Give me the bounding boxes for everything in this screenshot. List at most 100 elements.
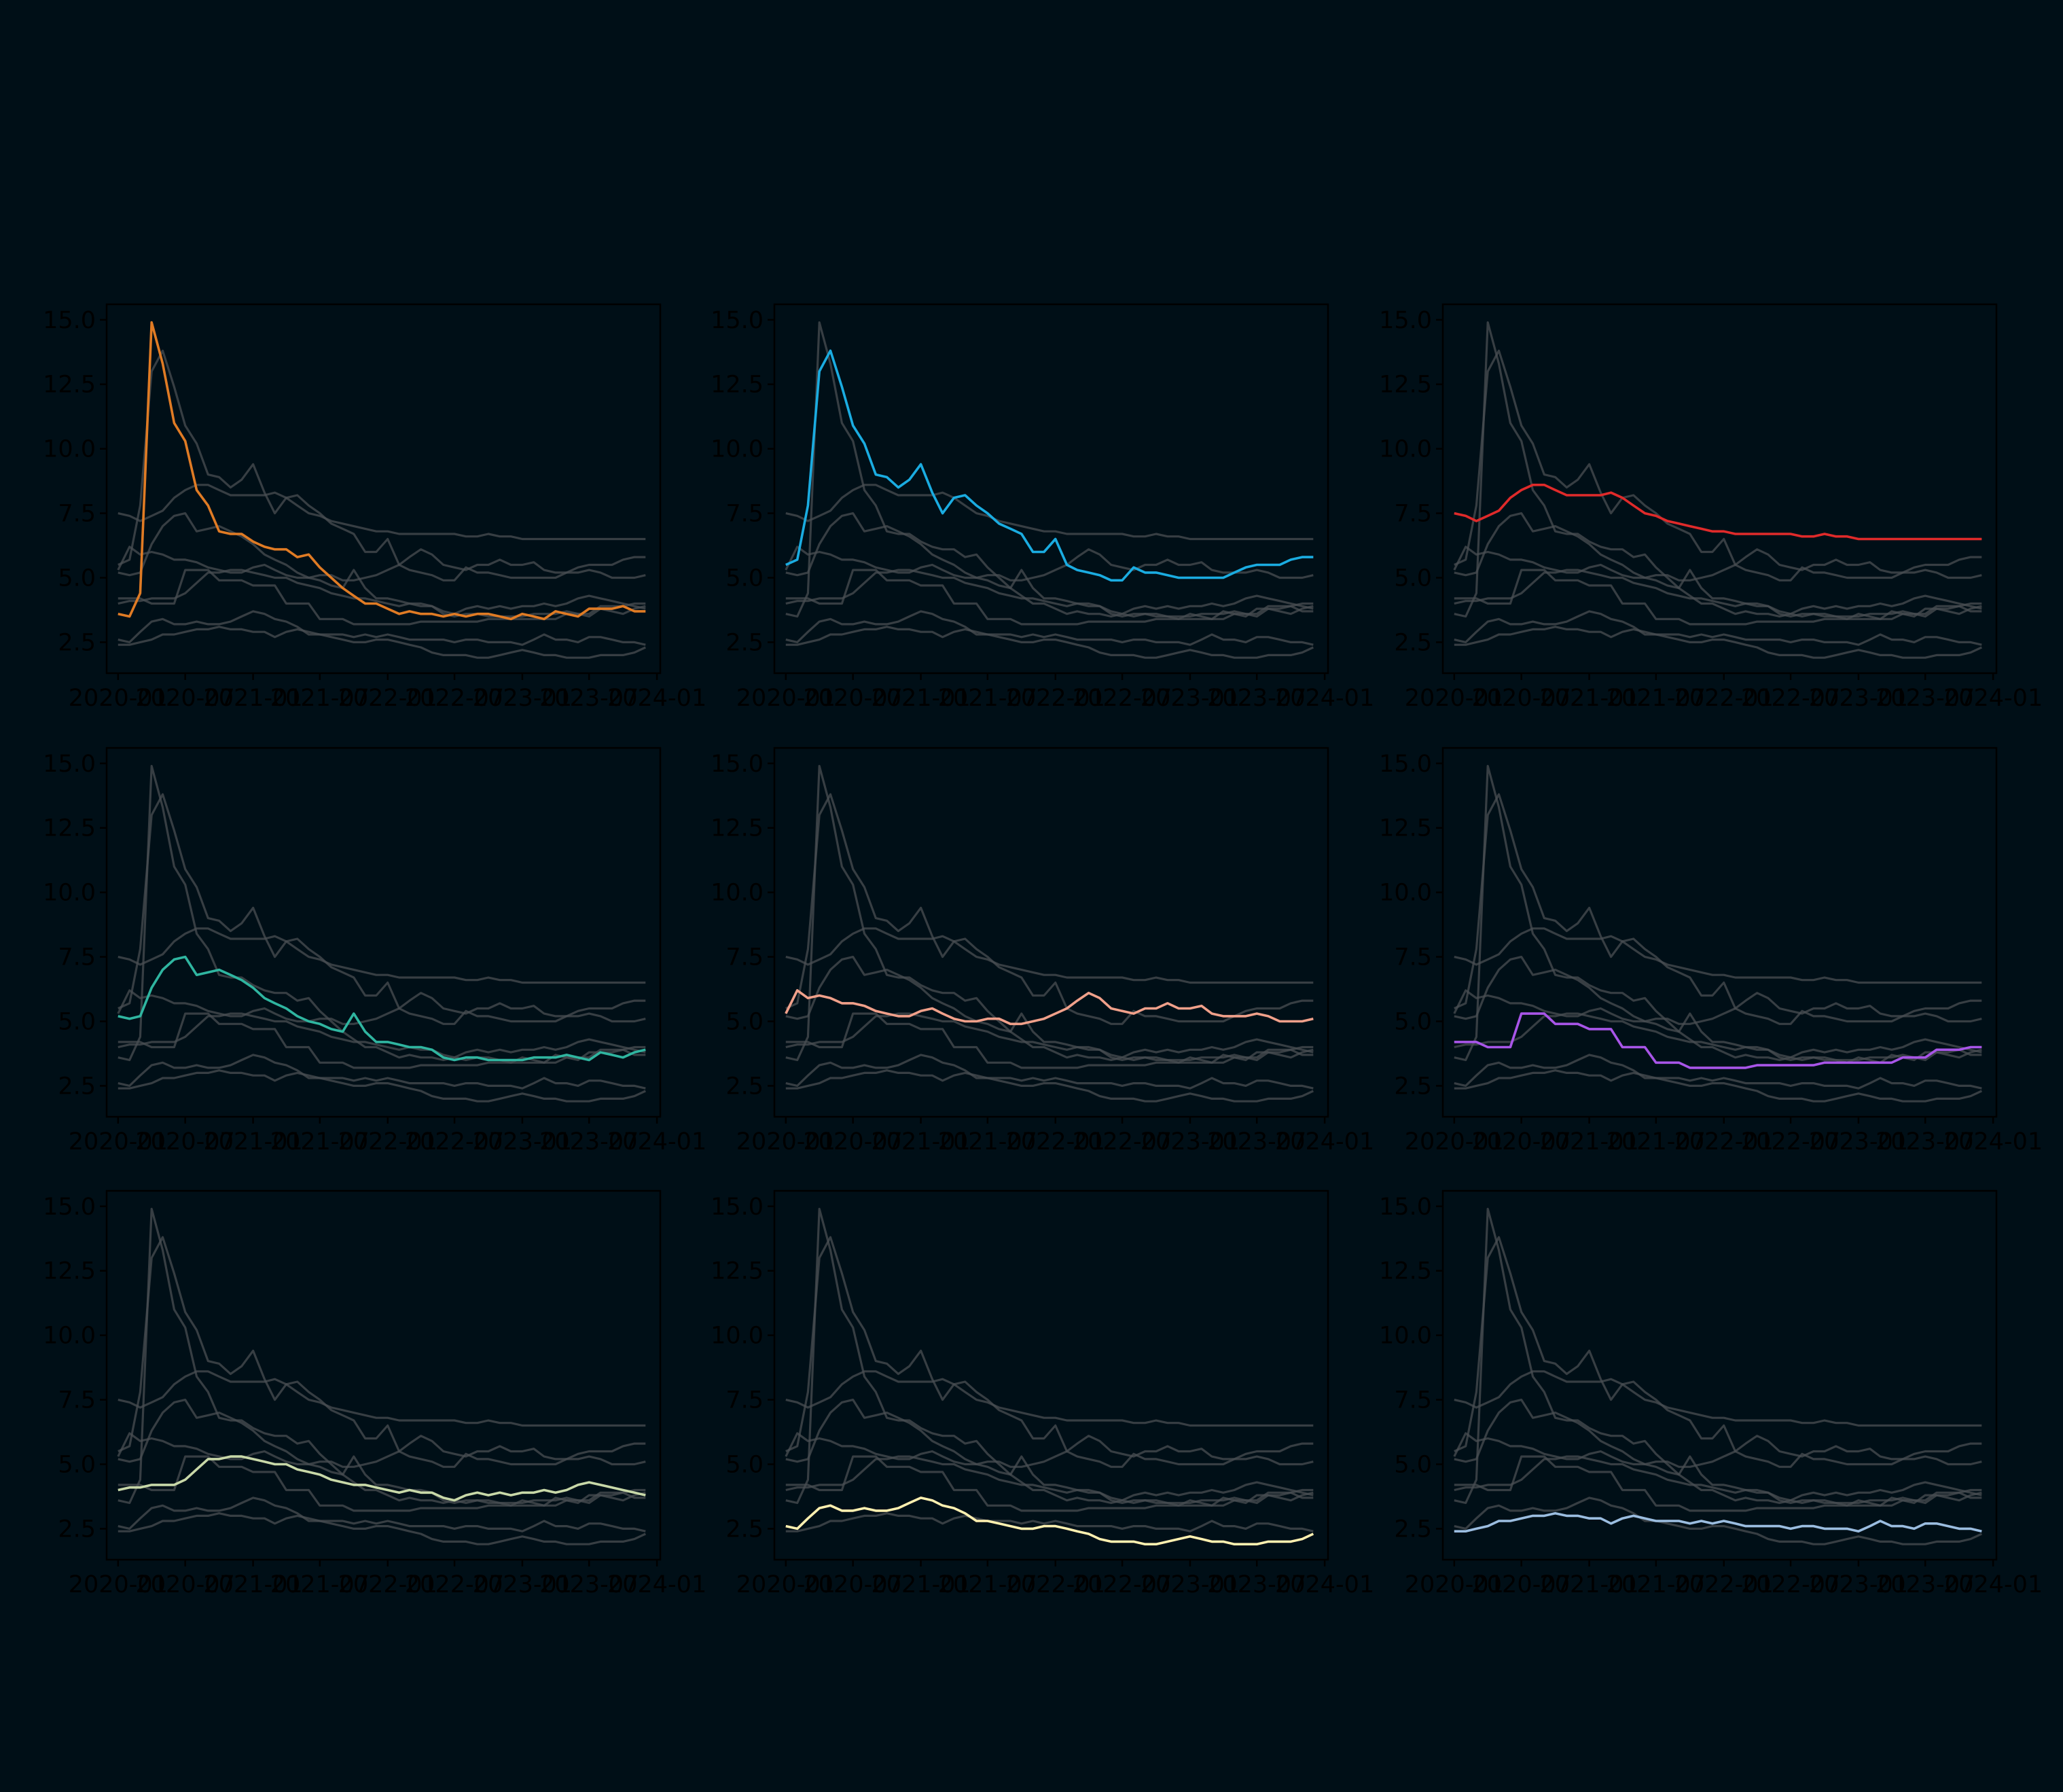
panel-frame: [1441, 1189, 1998, 1561]
y-tick-label: 2.5: [58, 629, 96, 656]
x-tick-label: 2023-07: [1876, 685, 1975, 712]
x-tick-label: 2023-07: [1207, 685, 1306, 712]
context-line-5: [117, 1432, 646, 1468]
context-line-9: [118, 626, 646, 646]
context-line-1: [118, 764, 646, 1064]
y-tick-label: 12.5: [1379, 1258, 1432, 1285]
x-axis: 2020-012020-072021-012021-072022-012022-…: [69, 673, 706, 712]
context-line-7: [118, 1012, 646, 1059]
y-tick-label: 5.0: [1394, 565, 1432, 592]
x-tick-label: 2021-01: [871, 1128, 970, 1155]
x-tick-label: 2021-01: [203, 1128, 302, 1155]
x-tick-label: 2023-01: [473, 1571, 572, 1598]
highlight-line-2: [785, 349, 1314, 582]
y-axis: 2.5 5.0 7.5 10.0 12.5 15.0: [711, 307, 774, 656]
y-tick-label: 10.0: [711, 880, 764, 907]
context-line-7: [1454, 1012, 1982, 1059]
context-line-3: [1454, 927, 1982, 984]
y-tick-label: 10.0: [711, 436, 764, 463]
x-tick-label: 2023-07: [539, 685, 639, 712]
panel-4: 2.55.07.510.012.515.02020-012020-072021-…: [43, 747, 706, 1155]
context-line-9: [1454, 626, 1982, 646]
panel-9: 2.55.07.510.012.515.02020-012020-072021-…: [1379, 1189, 2043, 1598]
panel-frame: [105, 1189, 662, 1561]
y-tick-label: 15.0: [43, 751, 96, 778]
x-tick-label: 2022-01: [1006, 1128, 1105, 1155]
x-tick-label: 2023-07: [1207, 1571, 1306, 1598]
context-line-2: [1454, 349, 1982, 581]
y-tick-label: 15.0: [711, 751, 764, 778]
highlight-line-8: [785, 1497, 1314, 1545]
panel-frame: [773, 747, 1329, 1118]
x-tick-label: 2024-01: [607, 1571, 706, 1598]
x-axis: 2020-012020-072021-012021-072022-012022-…: [1405, 673, 2043, 712]
highlight-line-7: [118, 1455, 646, 1502]
context-line-7: [785, 569, 1314, 615]
context-line-8: [1454, 1497, 1982, 1545]
x-tick-label: 2020-07: [804, 1128, 903, 1155]
x-axis: 2020-012020-072021-012021-072022-012022-…: [736, 673, 1374, 712]
context-line-5: [1453, 989, 1982, 1025]
x-tick-label: 2020-01: [736, 1128, 836, 1155]
x-tick-label: 2022-01: [338, 1128, 437, 1155]
context-line-1: [785, 1207, 1314, 1507]
context-line-2: [118, 793, 646, 1025]
y-tick-label: 15.0: [711, 307, 764, 334]
y-tick-label: 7.5: [725, 944, 764, 971]
y-tick-label: 2.5: [58, 1073, 96, 1100]
x-tick-label: 2024-01: [1943, 685, 2043, 712]
x-tick-label: 2020-07: [1472, 1128, 1571, 1155]
x-tick-label: 2023-07: [1876, 1571, 1975, 1598]
y-tick-label: 12.5: [43, 372, 96, 399]
context-line-9: [785, 626, 1314, 646]
context-line-2: [1454, 1236, 1982, 1468]
context-line-1: [1454, 764, 1982, 1064]
x-tick-label: 2022-07: [1073, 1571, 1172, 1598]
y-axis: 2.5 5.0 7.5 10.0 12.5 15.0: [711, 751, 774, 1100]
x-tick-label: 2020-01: [69, 1128, 168, 1155]
context-line-8: [118, 610, 646, 659]
panel-8: 2.55.07.510.012.515.02020-012020-072021-…: [711, 1189, 1374, 1598]
x-tick-label: 2021-07: [270, 1571, 370, 1598]
y-tick-label: 15.0: [1379, 307, 1432, 334]
x-tick-label: 2020-01: [69, 685, 168, 712]
x-tick-label: 2023-07: [539, 1571, 639, 1598]
y-tick-label: 12.5: [711, 372, 764, 399]
context-line-9: [785, 1512, 1314, 1533]
context-line-5: [117, 545, 646, 581]
x-tick-label: 2022-07: [405, 1128, 504, 1155]
y-tick-label: 15.0: [711, 1194, 764, 1221]
x-tick-label: 2023-01: [1141, 1571, 1240, 1598]
context-line-8: [785, 1054, 1314, 1103]
context-line-5: [785, 545, 1314, 581]
context-line-3: [785, 484, 1314, 541]
x-axis: 2020-012020-072021-012021-072022-012022-…: [736, 1560, 1374, 1598]
y-tick-label: 12.5: [1379, 815, 1432, 842]
context-line-8: [1454, 610, 1982, 659]
context-line-9: [1454, 1069, 1982, 1090]
x-tick-label: 2022-01: [1006, 1571, 1105, 1598]
context-line-3: [118, 1370, 646, 1427]
y-tick-label: 7.5: [58, 1387, 96, 1414]
panel-frame: [773, 1189, 1329, 1561]
x-tick-label: 2022-01: [338, 685, 437, 712]
panel-7: 2.55.07.510.012.515.02020-012020-072021-…: [43, 1189, 706, 1598]
y-tick-label: 10.0: [43, 880, 96, 907]
y-tick-label: 15.0: [1379, 1194, 1432, 1221]
x-tick-label: 2020-01: [1405, 685, 1504, 712]
x-tick-label: 2020-07: [136, 1571, 235, 1598]
y-tick-label: 15.0: [43, 307, 96, 334]
y-tick-label: 2.5: [58, 1516, 96, 1543]
highlight-line-6: [1454, 1012, 1982, 1069]
x-tick-label: 2021-01: [203, 1571, 302, 1598]
panels-grid: 2.55.07.510.012.515.02020-012020-072021-…: [43, 303, 2043, 1598]
x-tick-label: 2023-01: [1809, 685, 1908, 712]
y-tick-label: 2.5: [1394, 629, 1432, 656]
y-tick-label: 10.0: [711, 1323, 764, 1350]
x-tick-label: 2022-07: [1741, 685, 1840, 712]
panel-frame: [773, 303, 1329, 675]
context-line-7: [785, 1455, 1314, 1502]
x-tick-label: 2021-01: [1539, 1571, 1638, 1598]
y-axis: 2.5 5.0 7.5 10.0 12.5 15.0: [43, 751, 107, 1100]
y-axis: 2.5 5.0 7.5 10.0 12.5 15.0: [1379, 307, 1443, 656]
